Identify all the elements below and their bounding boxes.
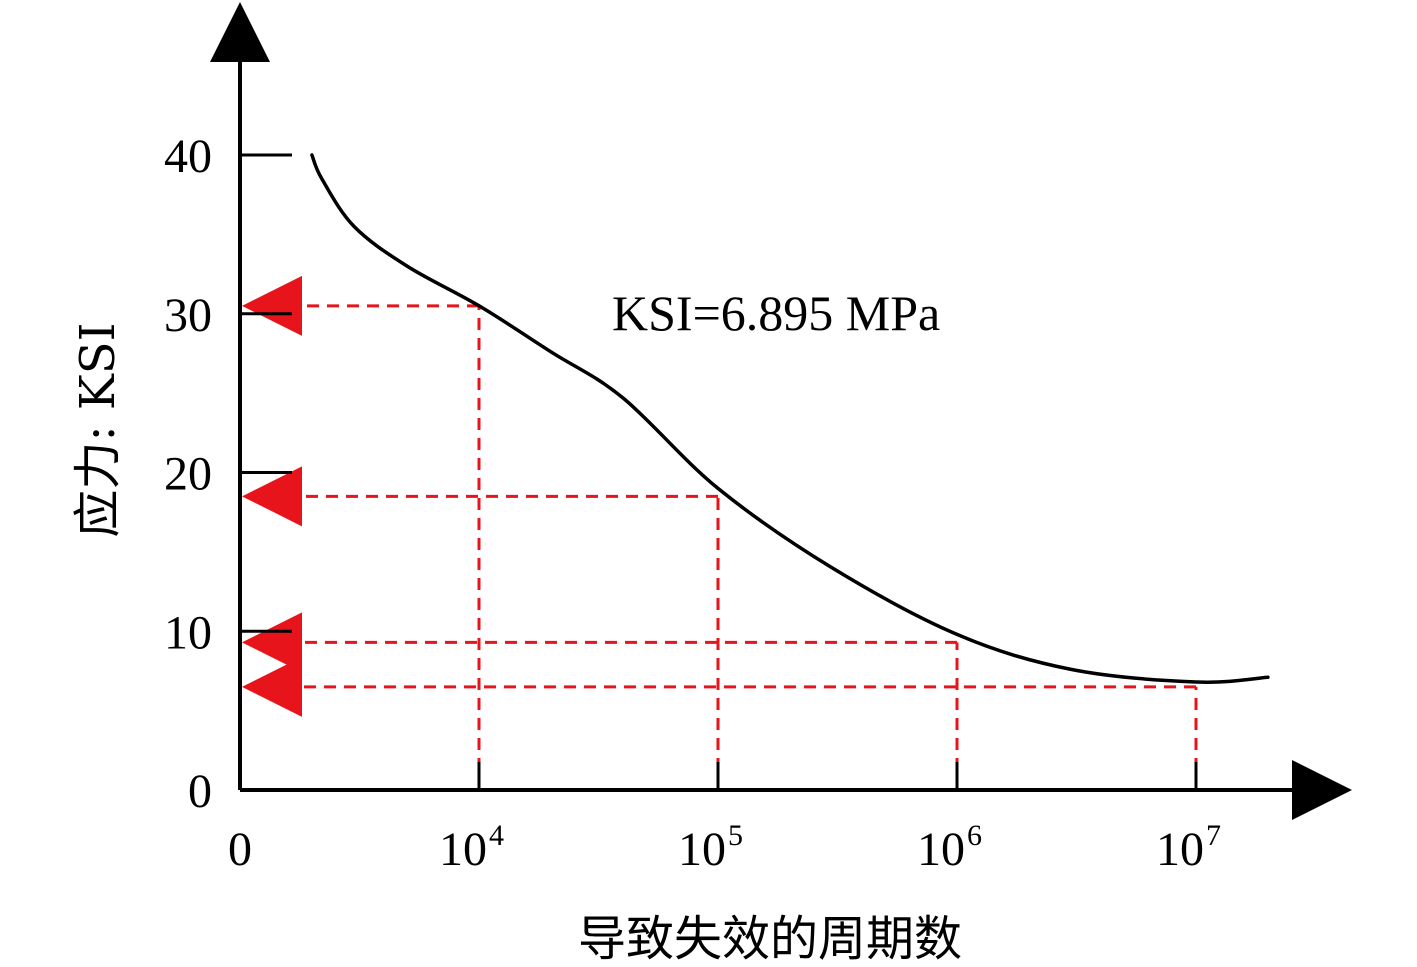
text-layer: KSI=6.895 MPa 导致失效的周期数 应力: KSI 0 10 20 30 40… bbox=[70, 130, 1221, 967]
reference-arrow-2 bbox=[242, 466, 302, 527]
y-tick-label-30: 30 bbox=[164, 289, 212, 342]
y-tick-label-40: 40 bbox=[164, 130, 212, 183]
x-axis-arrow bbox=[1292, 760, 1352, 820]
x-tick-label-7: 107 bbox=[1156, 819, 1221, 876]
x-tick-label-origin: 0 bbox=[228, 823, 252, 876]
y-tick-label-20: 20 bbox=[164, 448, 212, 501]
y-axis-label: 应力: KSI bbox=[70, 322, 126, 537]
x-axis-label: 导致失效的周期数 bbox=[578, 911, 962, 967]
y-axis-arrow bbox=[210, 2, 270, 62]
sn-curve-series-1 bbox=[310, 153, 1270, 684]
y-tick-label-0: 0 bbox=[188, 765, 212, 818]
reference-lines-layer bbox=[242, 275, 1198, 790]
x-tick-label-4: 104 bbox=[439, 819, 504, 876]
y-tick-label-10: 10 bbox=[164, 606, 212, 659]
reference-arrow-3 bbox=[242, 612, 302, 673]
axes-layer bbox=[210, 2, 1352, 820]
reference-arrow-1 bbox=[242, 275, 302, 336]
x-tick-label-5: 105 bbox=[678, 819, 743, 876]
curve-layer bbox=[310, 153, 1270, 684]
unit-annotation: KSI=6.895 MPa bbox=[612, 285, 940, 341]
reference-arrow-4 bbox=[242, 656, 302, 717]
x-tick-label-6: 106 bbox=[917, 819, 982, 876]
